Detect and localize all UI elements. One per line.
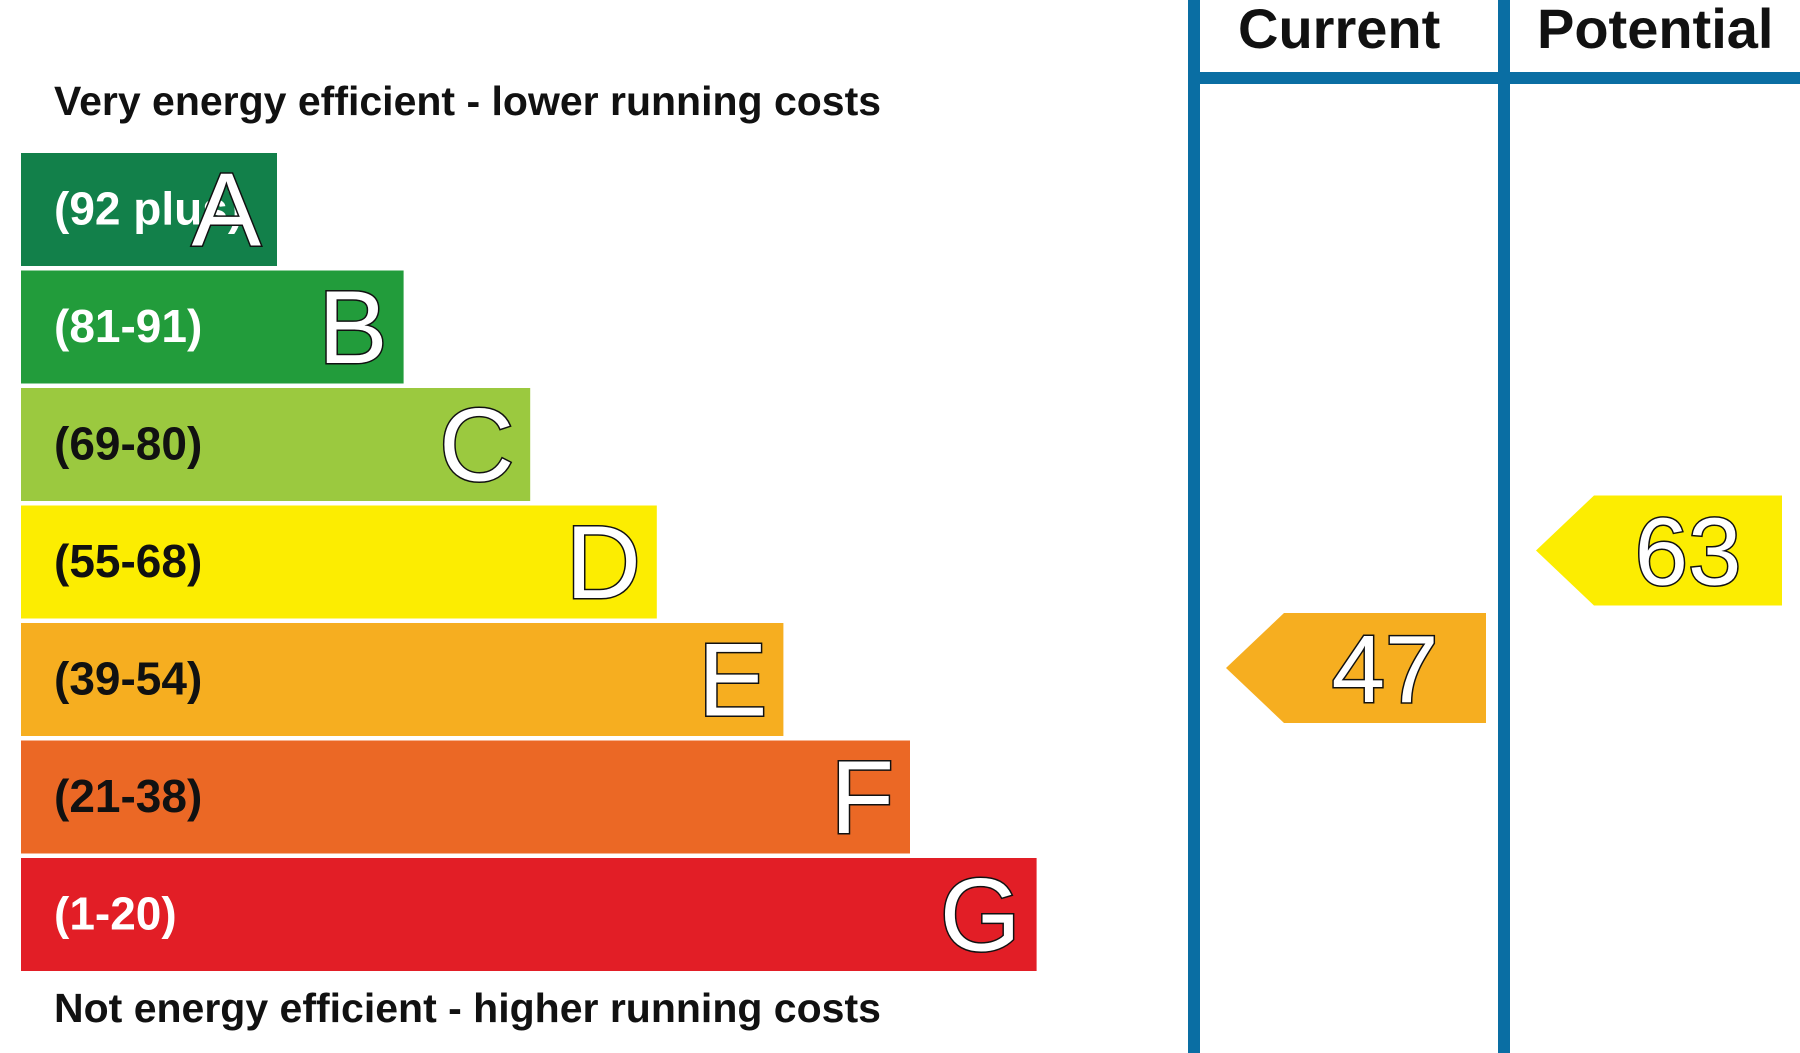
rating-value-potential: 63	[1635, 499, 1742, 606]
band-bar-g	[21, 858, 1037, 971]
band-bar-c	[21, 388, 531, 501]
band-c: (69-80) C	[21, 386, 531, 505]
frame-divider-middle	[1498, 0, 1510, 1053]
rating-arrow-shape-potential	[1536, 495, 1782, 606]
band-bar-a	[21, 153, 277, 266]
column-frame	[1188, 0, 1800, 1053]
band-range-b: (81-91)	[54, 300, 202, 352]
column-header-current: Current	[1238, 0, 1441, 60]
band-g: (1-20) G	[21, 856, 1037, 975]
band-range-e: (39-54)	[54, 653, 202, 705]
band-bar-d	[21, 505, 657, 619]
frame-header-rule	[1188, 72, 1800, 84]
rating-arrow-current: 47	[1226, 613, 1486, 725]
rating-value-current: 47	[1332, 616, 1439, 723]
band-b: (81-91) B	[21, 269, 404, 388]
band-a: (92 plus)A	[21, 151, 277, 270]
bottom-caption: Not energy efficient - higher running co…	[54, 985, 881, 1031]
band-bar-f	[21, 740, 910, 854]
rating-arrows: 47 63	[1226, 495, 1782, 725]
band-letter-b: B	[318, 270, 387, 386]
column-header-potential: Potential	[1537, 0, 1774, 60]
frame-divider-left	[1188, 0, 1200, 1053]
band-letter-e: E	[698, 623, 767, 739]
rating-arrow-potential: 63	[1536, 495, 1782, 607]
band-bar-e	[21, 623, 784, 736]
band-letter-a: A	[192, 153, 262, 269]
rating-arrow-shape-current	[1226, 613, 1486, 723]
band-bar-b	[21, 270, 404, 384]
band-range-f: (21-38)	[54, 770, 202, 822]
band-range-c: (69-80)	[54, 418, 202, 470]
band-letter-g: G	[940, 858, 1021, 974]
band-range-a: (92 plus)	[54, 183, 243, 235]
band-range-g: (1-20)	[54, 888, 177, 940]
band-d: (55-68) D	[21, 504, 657, 623]
band-f: (21-38) F	[21, 739, 910, 858]
band-range-d: (55-68)	[54, 535, 202, 587]
top-caption: Very energy efficient - lower running co…	[54, 78, 882, 124]
band-letter-c: C	[439, 388, 514, 504]
rating-bands: (92 plus)A(81-91) B(69-80) C(55-68) D(39-54…	[21, 151, 1037, 975]
band-letter-d: D	[566, 505, 641, 621]
band-e: (39-54) E	[21, 621, 784, 740]
band-letter-f: F	[830, 740, 894, 856]
